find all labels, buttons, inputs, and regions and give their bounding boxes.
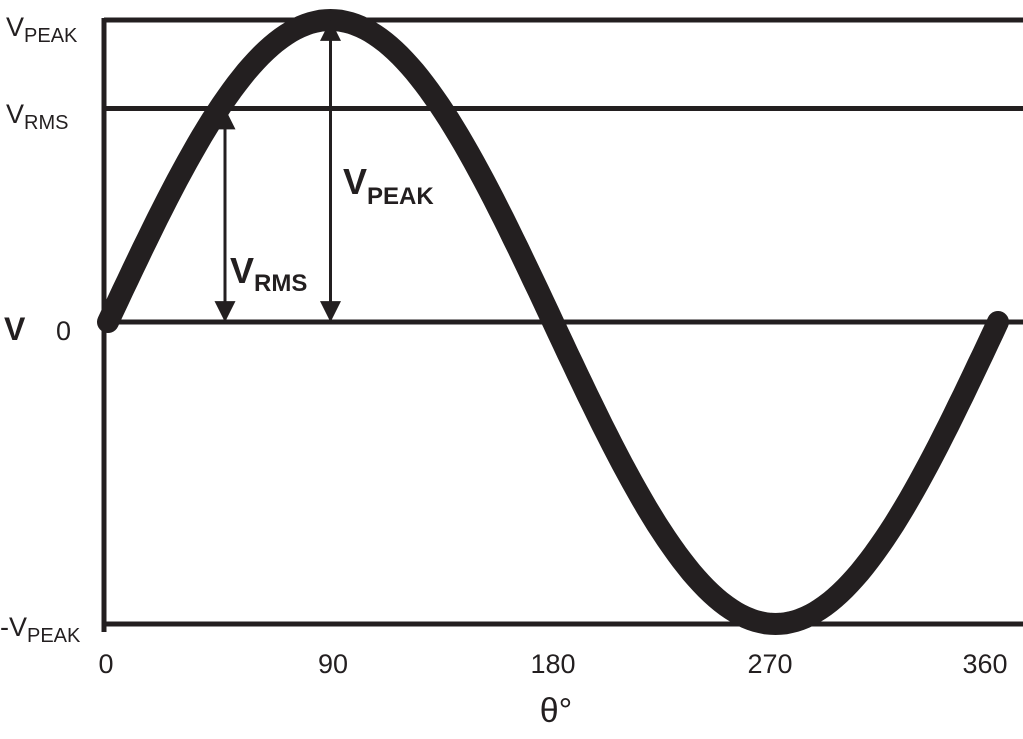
annotation-vpeak: VPEAK bbox=[343, 161, 434, 210]
label-vrms: VRMS bbox=[6, 99, 68, 134]
sine-curve bbox=[97, 8, 1009, 636]
x-tick-270: 270 bbox=[747, 649, 792, 679]
annotation-vrms: VRMS bbox=[230, 250, 307, 297]
label-neg-vpeak: -VPEAK bbox=[0, 612, 81, 647]
x-axis-label: θ° bbox=[540, 692, 573, 730]
x-tick-180: 180 bbox=[530, 649, 575, 679]
x-tick-360: 360 bbox=[962, 649, 1007, 679]
x-tick-90: 90 bbox=[318, 649, 348, 679]
y-axis-label: V bbox=[4, 311, 26, 347]
label-vpeak: VPEAK bbox=[6, 12, 78, 47]
label-zero: 0 bbox=[56, 316, 71, 346]
x-tick-0: 0 bbox=[98, 649, 113, 679]
